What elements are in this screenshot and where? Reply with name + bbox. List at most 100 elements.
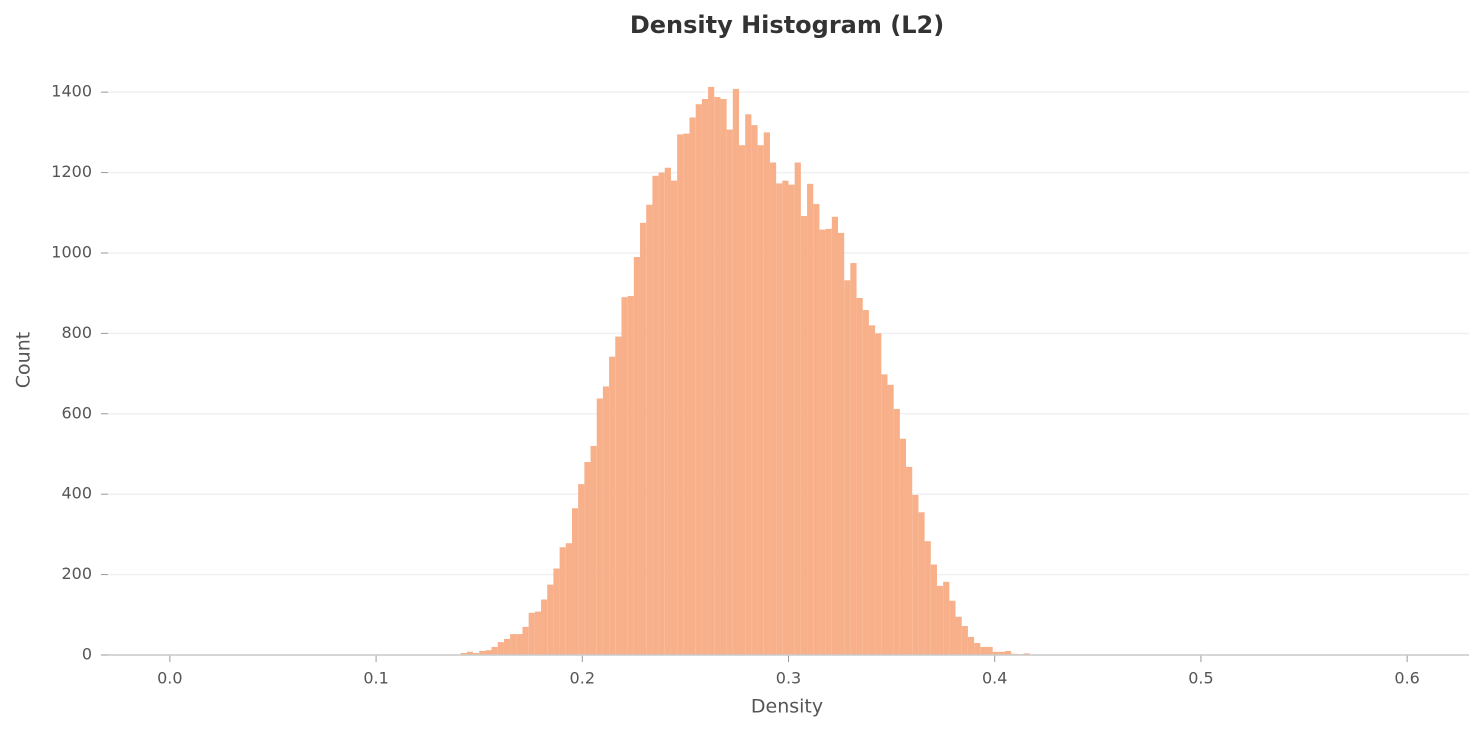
bar — [498, 642, 504, 655]
bar — [659, 173, 665, 655]
bar — [813, 204, 819, 655]
bar — [894, 409, 900, 655]
bar — [918, 512, 924, 655]
bar — [547, 585, 553, 655]
bar — [819, 230, 825, 655]
y-tick-label: 600 — [61, 403, 92, 422]
chart-title: Density Histogram (L2) — [630, 11, 944, 39]
bar — [807, 184, 813, 655]
y-tick-label: 0 — [82, 645, 92, 664]
bar — [943, 582, 949, 655]
x-axis-label: Density — [751, 696, 823, 718]
bar — [603, 386, 609, 655]
bar — [925, 541, 931, 655]
bar — [504, 639, 510, 655]
bar — [906, 467, 912, 655]
bar — [733, 89, 739, 655]
bar — [863, 310, 869, 655]
bar — [949, 601, 955, 655]
x-tick-label: 0.1 — [363, 669, 388, 688]
y-axis-label: Count — [13, 332, 35, 388]
bar — [578, 484, 584, 655]
bar — [962, 626, 968, 655]
bar — [900, 439, 906, 655]
bar — [615, 337, 621, 655]
bar — [708, 87, 714, 655]
bar — [720, 99, 726, 655]
bar — [652, 176, 658, 655]
bar — [535, 612, 541, 655]
bar — [572, 508, 578, 655]
bar — [887, 385, 893, 655]
bar — [801, 216, 807, 655]
bar — [690, 117, 696, 655]
bar — [702, 99, 708, 655]
bar — [665, 168, 671, 655]
bar — [628, 296, 634, 655]
bar — [584, 462, 590, 655]
bar — [869, 325, 875, 655]
bar — [826, 229, 832, 655]
bar — [516, 634, 522, 655]
bar — [510, 634, 516, 655]
bar — [770, 163, 776, 655]
bar — [541, 600, 547, 655]
bar — [838, 233, 844, 655]
bar — [621, 297, 627, 655]
bar — [986, 647, 992, 655]
bar — [529, 613, 535, 655]
bar — [956, 617, 962, 655]
x-tick-label: 0.0 — [157, 669, 182, 688]
bar — [609, 357, 615, 655]
bar — [974, 643, 980, 655]
bar — [912, 495, 918, 655]
bar — [764, 132, 770, 655]
y-tick-label: 1000 — [51, 242, 92, 261]
bar — [640, 223, 646, 655]
x-tick-label: 0.5 — [1188, 669, 1213, 688]
bar — [795, 163, 801, 655]
bar — [696, 104, 702, 655]
bar — [844, 280, 850, 655]
y-tick-label: 800 — [61, 323, 92, 342]
bar — [492, 647, 498, 655]
bar — [980, 647, 986, 655]
bar — [634, 257, 640, 655]
x-tick-label: 0.3 — [776, 669, 801, 688]
bar — [683, 134, 689, 655]
bar — [597, 399, 603, 655]
bar — [714, 97, 720, 655]
y-tick-label: 400 — [61, 484, 92, 503]
bar — [671, 181, 677, 655]
bar — [881, 374, 887, 655]
bar — [782, 181, 788, 655]
bar — [832, 217, 838, 655]
bar — [745, 114, 751, 655]
y-tick-label: 1400 — [51, 82, 92, 101]
x-tick-label: 0.4 — [982, 669, 1007, 688]
bar — [931, 565, 937, 655]
bar — [968, 637, 974, 655]
bar — [560, 547, 566, 655]
bar — [850, 263, 856, 655]
bar — [591, 446, 597, 655]
bar — [566, 543, 572, 655]
bar — [677, 134, 683, 655]
bar — [937, 586, 943, 655]
bar — [739, 145, 745, 655]
bar — [751, 125, 757, 655]
bar — [727, 130, 733, 655]
bar — [875, 333, 881, 655]
bar — [553, 569, 559, 655]
bar — [522, 627, 528, 655]
bar — [789, 185, 795, 655]
bar — [758, 145, 764, 655]
bar — [776, 183, 782, 655]
y-tick-label: 1200 — [51, 162, 92, 181]
x-tick-label: 0.6 — [1394, 669, 1419, 688]
bar — [646, 205, 652, 655]
y-tick-label: 200 — [61, 564, 92, 583]
bar — [857, 298, 863, 655]
x-tick-label: 0.2 — [570, 669, 595, 688]
